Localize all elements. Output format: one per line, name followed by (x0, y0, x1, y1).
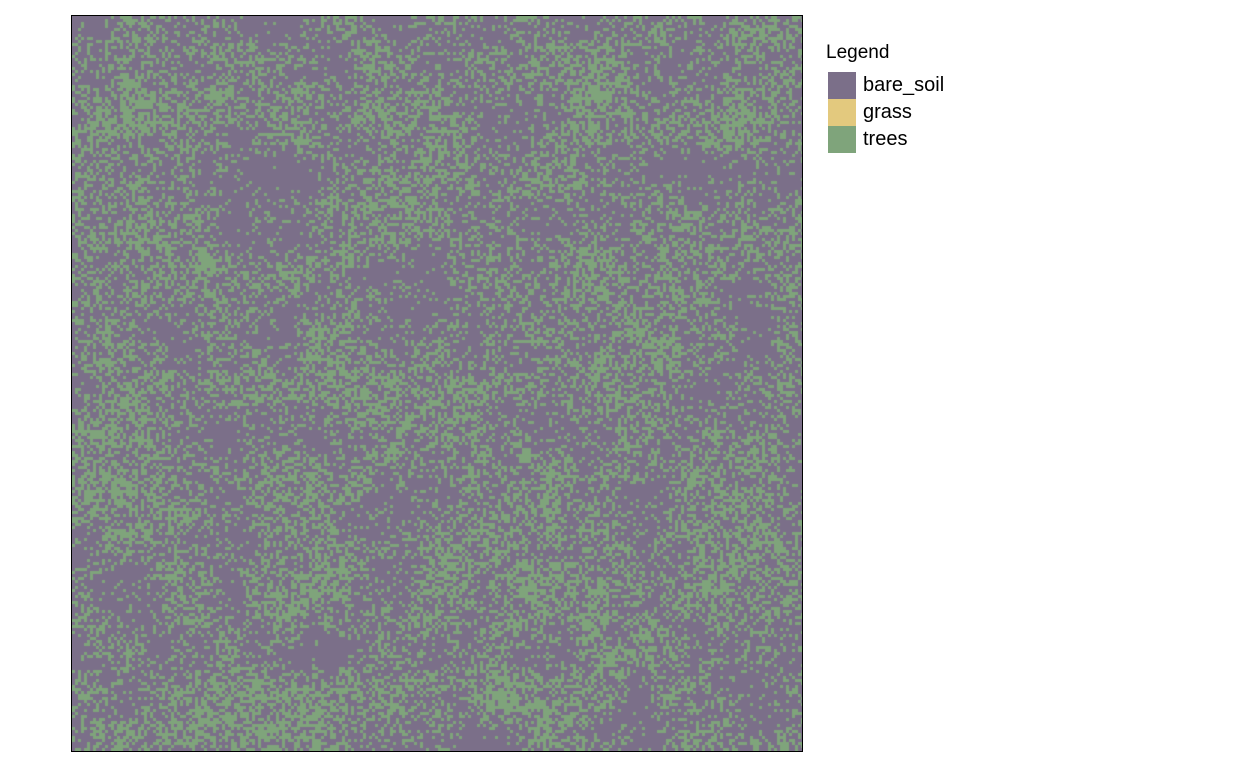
land-cover-raster (72, 16, 802, 751)
legend-swatch-trees (828, 126, 856, 153)
legend-label-grass: grass (863, 99, 912, 126)
legend-label-bare-soil: bare_soil (863, 72, 944, 99)
legend-swatch-bare-soil (828, 72, 856, 99)
legend-swatch-grass (828, 99, 856, 126)
legend-item-grass: grass (826, 99, 944, 126)
legend-item-bare-soil: bare_soil (826, 72, 944, 99)
legend-title: Legend (826, 41, 944, 65)
legend: Legend bare_soil grass trees (826, 41, 944, 153)
legend-item-trees: trees (826, 126, 944, 153)
land-cover-map (71, 15, 803, 752)
legend-label-trees: trees (863, 126, 907, 153)
